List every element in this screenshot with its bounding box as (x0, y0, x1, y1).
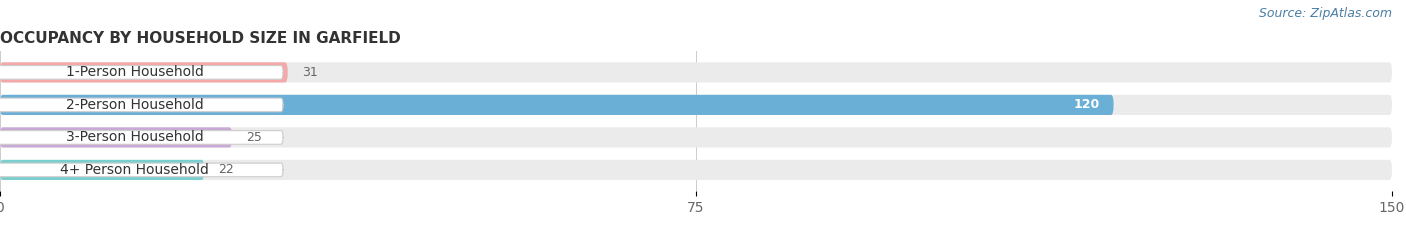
FancyBboxPatch shape (0, 95, 1392, 115)
Text: 1-Person Household: 1-Person Household (66, 65, 204, 79)
FancyBboxPatch shape (0, 65, 283, 79)
Text: OCCUPANCY BY HOUSEHOLD SIZE IN GARFIELD: OCCUPANCY BY HOUSEHOLD SIZE IN GARFIELD (0, 31, 401, 46)
Text: Source: ZipAtlas.com: Source: ZipAtlas.com (1258, 7, 1392, 20)
Text: 22: 22 (218, 163, 233, 176)
Text: 31: 31 (301, 66, 318, 79)
FancyBboxPatch shape (0, 62, 288, 82)
FancyBboxPatch shape (0, 160, 204, 180)
FancyBboxPatch shape (0, 127, 1392, 147)
FancyBboxPatch shape (0, 62, 1392, 82)
FancyBboxPatch shape (0, 98, 283, 112)
FancyBboxPatch shape (0, 163, 283, 177)
Text: 4+ Person Household: 4+ Person Household (60, 163, 209, 177)
Text: 3-Person Household: 3-Person Household (66, 130, 204, 144)
FancyBboxPatch shape (0, 160, 1392, 180)
Text: 25: 25 (246, 131, 262, 144)
Text: 2-Person Household: 2-Person Household (66, 98, 204, 112)
Text: 120: 120 (1073, 98, 1099, 111)
FancyBboxPatch shape (0, 127, 232, 147)
FancyBboxPatch shape (0, 130, 283, 144)
FancyBboxPatch shape (0, 95, 1114, 115)
